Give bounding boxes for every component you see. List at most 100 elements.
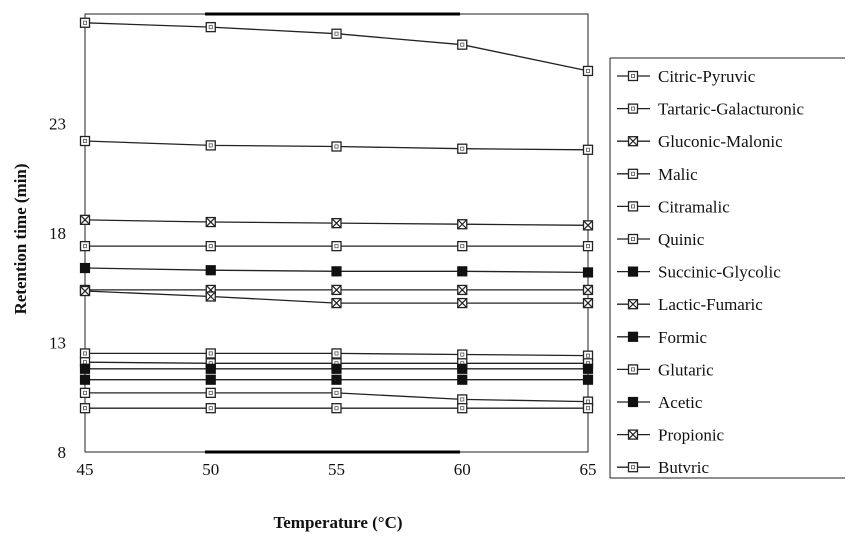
legend-label: Acetic	[658, 393, 703, 412]
legend-marker	[627, 233, 639, 245]
data-point	[205, 403, 216, 414]
legend-label: Formic	[658, 328, 708, 347]
data-point	[79, 363, 91, 374]
data-point	[205, 216, 216, 228]
data-point	[331, 141, 342, 152]
data-point	[331, 217, 342, 229]
data-point	[457, 219, 468, 230]
legend-label: Citramalic	[658, 197, 730, 216]
x-axis-title: Temperature (°C)	[273, 513, 402, 532]
data-point	[79, 403, 91, 414]
data-point	[457, 143, 468, 154]
series-formic	[79, 262, 594, 278]
data-point	[457, 349, 468, 360]
legend-item: Succinic-Glycolic	[617, 263, 781, 282]
legend-marker	[627, 299, 639, 310]
legend-label: Glutaric	[658, 360, 714, 379]
data-point	[79, 262, 91, 274]
legend-marker	[627, 396, 639, 408]
legend-item: Lactic-Fumaric	[617, 295, 763, 314]
data-point	[457, 240, 468, 252]
data-point	[331, 240, 342, 252]
legend-marker	[627, 429, 639, 440]
data-point	[331, 387, 342, 399]
data-point	[582, 403, 594, 414]
legend-item: Butvric	[617, 458, 709, 477]
data-point	[582, 144, 594, 155]
data-point	[582, 267, 594, 278]
series-succinic-glycolic	[79, 363, 594, 374]
x-tick-label: 50	[202, 460, 219, 479]
y-tick-label: 13	[49, 334, 66, 353]
x-tick-label: 60	[454, 460, 471, 479]
data-point	[205, 363, 216, 374]
legend-item: Acetic	[617, 393, 703, 412]
series-citric-pyruvic	[79, 17, 594, 77]
data-point	[331, 374, 342, 385]
series-quinic	[79, 357, 594, 369]
series-lactic-fumaric	[79, 284, 594, 296]
legend-label: Lactic-Fumaric	[658, 295, 763, 314]
data-point	[331, 266, 342, 277]
legend-marker	[627, 103, 639, 114]
data-point	[457, 39, 468, 50]
x-tick-label: 55	[328, 460, 345, 479]
series-glutaric	[79, 387, 594, 407]
legend-label: Propionic	[658, 426, 725, 445]
data-point	[79, 348, 91, 359]
data-point	[205, 21, 216, 33]
data-point	[457, 374, 468, 385]
series-layer	[79, 17, 594, 414]
plot-border	[84, 13, 589, 453]
legend: Citric-Pyruvic Tartaric-Galacturonic Gluco…	[609, 57, 845, 479]
legend-item: Quinic	[617, 230, 705, 249]
legend-marker	[627, 331, 639, 342]
data-point	[331, 363, 342, 374]
data-point	[205, 387, 216, 399]
data-point	[582, 297, 594, 309]
legend-label: Butvric	[658, 458, 709, 477]
data-point	[205, 348, 216, 359]
series-gluconic-malonic	[79, 214, 594, 231]
legend-item: Citramalic	[617, 197, 730, 216]
data-point	[205, 140, 216, 151]
data-point	[79, 387, 91, 399]
data-point	[205, 265, 216, 276]
legend-marker	[627, 462, 639, 473]
y-tick-label: 23	[49, 115, 66, 134]
data-point	[457, 284, 468, 296]
legend-label: Quinic	[658, 230, 705, 249]
legend-marker	[627, 266, 639, 277]
legend-marker	[627, 364, 639, 375]
legend-marker	[627, 168, 639, 179]
legend-marker	[627, 136, 639, 147]
plot-frame	[84, 12, 589, 454]
data-point	[457, 266, 468, 277]
legend-item: Glutaric	[617, 360, 714, 379]
data-point	[331, 403, 342, 414]
series-malic	[79, 240, 594, 252]
data-point	[79, 374, 91, 385]
data-point	[205, 374, 216, 385]
legend-item: Malic	[617, 165, 698, 184]
series-propionic	[79, 285, 594, 309]
data-point	[79, 17, 91, 28]
data-point	[331, 297, 342, 309]
legend-item: Propionic	[617, 426, 725, 445]
x-tick-label: 45	[77, 460, 94, 479]
y-tick-label: 18	[49, 224, 66, 243]
data-point	[582, 65, 594, 77]
legend-label: Malic	[658, 165, 698, 184]
data-point	[79, 135, 91, 147]
data-point	[205, 240, 216, 252]
legend-marker	[627, 70, 639, 82]
legend-item: Citric-Pyruvic	[617, 67, 756, 86]
legend-label: Tartaric-Galacturonic	[658, 100, 805, 119]
y-tick-labels: 8 13 18 23	[49, 115, 66, 463]
data-point	[331, 284, 342, 296]
series-tartaric-galacturonic	[79, 135, 594, 155]
data-point	[205, 291, 216, 302]
x-tick-labels: 45 50 55 60 65	[77, 460, 597, 479]
data-point	[582, 220, 594, 231]
